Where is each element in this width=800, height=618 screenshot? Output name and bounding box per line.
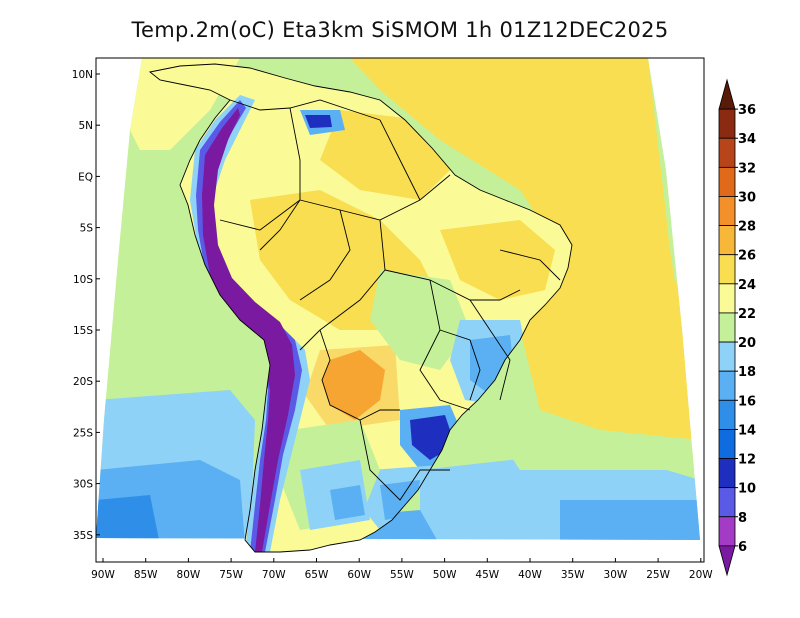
lon-tick-label: 80W [177, 569, 201, 581]
lat-tick-label: 30S [73, 479, 93, 491]
colorbar-swatch [718, 516, 736, 547]
latitude-axis: 10N 5N EQ 5S 10S 15S 20S 25S 30S 35S [72, 69, 100, 542]
borders-layer [149, 63, 573, 553]
colorbar-swatch [718, 166, 736, 197]
lon-tick-label: 25W [646, 569, 670, 581]
colorbar-swatch [718, 196, 736, 226]
lon-tick-label: 60W [347, 569, 371, 581]
colorbar-label: 18 [738, 365, 756, 380]
lon-tick-label: 40W [518, 569, 542, 581]
lon-tick-label: 45W [475, 569, 499, 581]
lon-tick-label: 35W [561, 569, 585, 581]
map-frame [95, 57, 705, 563]
lat-tick-label: 10S [73, 274, 93, 286]
lat-tick-label: 35S [73, 530, 93, 542]
lat-tick-label: 5N [78, 120, 93, 132]
colorbar-label: 26 [738, 249, 756, 264]
lat-tick-label: 25S [73, 427, 93, 439]
colorbar-swatch [718, 108, 736, 139]
colorbar-swatch [718, 429, 736, 459]
colorbar-label: 10 [738, 482, 756, 497]
colorbar-swatch [718, 341, 736, 372]
colorbar-label: 34 [738, 132, 756, 147]
colorbar-label: 22 [738, 307, 756, 322]
lon-tick-label: 90W [91, 569, 115, 581]
colorbar-swatch [718, 458, 736, 489]
lon-tick-label: 20W [689, 569, 713, 581]
colorbar-swatch [718, 137, 736, 168]
colorbar-label: 24 [738, 278, 756, 293]
lon-tick-label: 50W [433, 569, 457, 581]
lon-tick-label: 30W [604, 569, 628, 581]
colorbar-swatch [718, 487, 736, 518]
map-title: Temp.2m(oC) Eta3km SiSMOM 1h 01Z12DEC202… [131, 18, 669, 42]
lat-tick-label: 15S [73, 325, 93, 337]
lat-tick-label: 20S [73, 376, 93, 388]
colorbar-swatch [718, 78, 736, 110]
lat-tick-label: 10N [72, 69, 93, 81]
lon-tick-label: 75W [219, 569, 243, 581]
lat-tick-label: 5S [80, 223, 94, 235]
colorbar-label: 36 [738, 103, 756, 118]
colorbar-label: 14 [738, 423, 756, 438]
colorbar-label: 20 [738, 336, 756, 351]
colorbar-swatch [718, 283, 736, 314]
colorbar-label: 8 [738, 511, 747, 526]
colorbar: 6 8 10 12 14 16 18 20 22 24 26 28 30 32 34 36 [718, 78, 756, 577]
lon-tick-label: 70W [262, 569, 286, 581]
colorbar-swatch [718, 399, 736, 430]
colorbar-label: 6 [738, 540, 747, 555]
lon-tick-label: 85W [134, 569, 158, 581]
lon-tick-label: 55W [390, 569, 414, 581]
colorbar-label: 32 [738, 161, 756, 176]
colorbar-swatch [718, 225, 736, 256]
lat-tick-label: EQ [78, 171, 93, 183]
colorbar-swatch [718, 254, 736, 285]
colorbar-label: 12 [738, 453, 756, 468]
longitude-axis: 90W 85W 80W 75W 70W 65W 60W 55W 50W 45W 40W 35W 30W 2… [91, 558, 713, 581]
colorbar-label: 30 [738, 190, 756, 205]
lon-tick-label: 65W [305, 569, 329, 581]
colorbar-label: 28 [738, 220, 756, 235]
colorbar-swatch [718, 312, 736, 343]
colorbar-label: 16 [738, 394, 756, 409]
colorbar-swatch [718, 545, 736, 577]
colorbar-swatch [718, 370, 736, 401]
